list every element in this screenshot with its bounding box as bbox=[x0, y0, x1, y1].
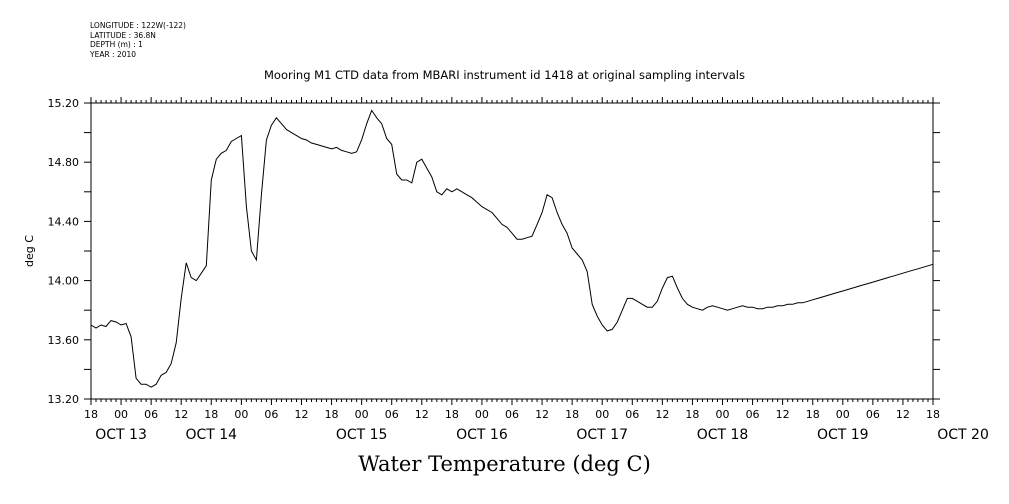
x-day-label: OCT 16 bbox=[456, 427, 508, 443]
x-hour-label: 12 bbox=[776, 408, 790, 421]
y-tick-label: 14.00 bbox=[48, 275, 80, 288]
x-hour-label: 18 bbox=[806, 408, 820, 421]
x-hour-label: 12 bbox=[174, 408, 188, 421]
y-axis-label: deg C bbox=[23, 235, 36, 267]
x-hour-label: 12 bbox=[415, 408, 429, 421]
x-hour-label: 06 bbox=[144, 408, 158, 421]
x-hour-label: 00 bbox=[595, 408, 609, 421]
x-hour-label: 18 bbox=[325, 408, 339, 421]
meta-latitude: LATITUDE : 36.8N bbox=[90, 30, 156, 40]
x-day-label: OCT 20 bbox=[937, 427, 989, 443]
x-hour-label: 06 bbox=[746, 408, 760, 421]
x-day-label: OCT 13 bbox=[95, 427, 147, 443]
x-hour-label: 06 bbox=[866, 408, 880, 421]
meta-year: YEAR : 2010 bbox=[90, 49, 137, 59]
x-hour-label: 00 bbox=[114, 408, 128, 421]
x-day-label: OCT 14 bbox=[185, 427, 237, 443]
x-axis: 18 00 06 12 18 00 06 12 18 00 06 12 18 00 06 12 18 00 06 12… bbox=[84, 97, 989, 443]
metadata-block: LONGITUDE : 122W(-122) LATITUDE : 36.8N … bbox=[90, 21, 186, 59]
x-axis-label: Water Temperature (deg C) bbox=[358, 452, 651, 476]
x-hour-label: 18 bbox=[445, 408, 459, 421]
x-hour-label: 00 bbox=[836, 408, 850, 421]
y-tick-label: 13.20 bbox=[48, 393, 80, 406]
temperature-series-line bbox=[90, 109, 934, 388]
plot-frame bbox=[90, 102, 934, 400]
x-hour-label: 18 bbox=[565, 408, 579, 421]
x-hour-label: 12 bbox=[295, 408, 309, 421]
x-hour-label: 00 bbox=[475, 408, 489, 421]
meta-longitude: LONGITUDE : 122W(-122) bbox=[90, 21, 186, 30]
x-hour-label: 06 bbox=[505, 408, 519, 421]
y-tick-label: 15.20 bbox=[48, 97, 80, 110]
x-hour-label: 06 bbox=[385, 408, 399, 421]
chart-title: Mooring M1 CTD data from MBARI instrumen… bbox=[264, 68, 745, 82]
x-hour-label: 00 bbox=[355, 408, 369, 421]
x-hour-label: 00 bbox=[234, 408, 248, 421]
x-hour-label: 06 bbox=[264, 408, 278, 421]
x-hour-label: 12 bbox=[655, 408, 669, 421]
x-hour-label: 12 bbox=[896, 408, 910, 421]
x-hour-label: 18 bbox=[685, 408, 699, 421]
x-day-label: OCT 18 bbox=[697, 427, 749, 443]
x-hour-label: 06 bbox=[625, 408, 639, 421]
y-axis: 13.20 13.60 14.00 14.40 14.80 15.20 bbox=[48, 97, 940, 406]
meta-depth: DEPTH (m) : 1 bbox=[90, 40, 143, 49]
x-hour-label: 12 bbox=[535, 408, 549, 421]
y-tick-label: 13.60 bbox=[48, 334, 80, 347]
x-hour-label: 18 bbox=[204, 408, 218, 421]
x-day-label: OCT 17 bbox=[576, 427, 628, 443]
x-day-label: OCT 19 bbox=[817, 427, 869, 443]
x-day-label: OCT 15 bbox=[336, 427, 388, 443]
x-hour-label: 18 bbox=[926, 408, 940, 421]
y-tick-label: 14.40 bbox=[48, 215, 80, 228]
y-tick-label: 14.80 bbox=[48, 156, 80, 169]
x-hour-label: 00 bbox=[716, 408, 730, 421]
x-hour-label: 18 bbox=[84, 408, 98, 421]
